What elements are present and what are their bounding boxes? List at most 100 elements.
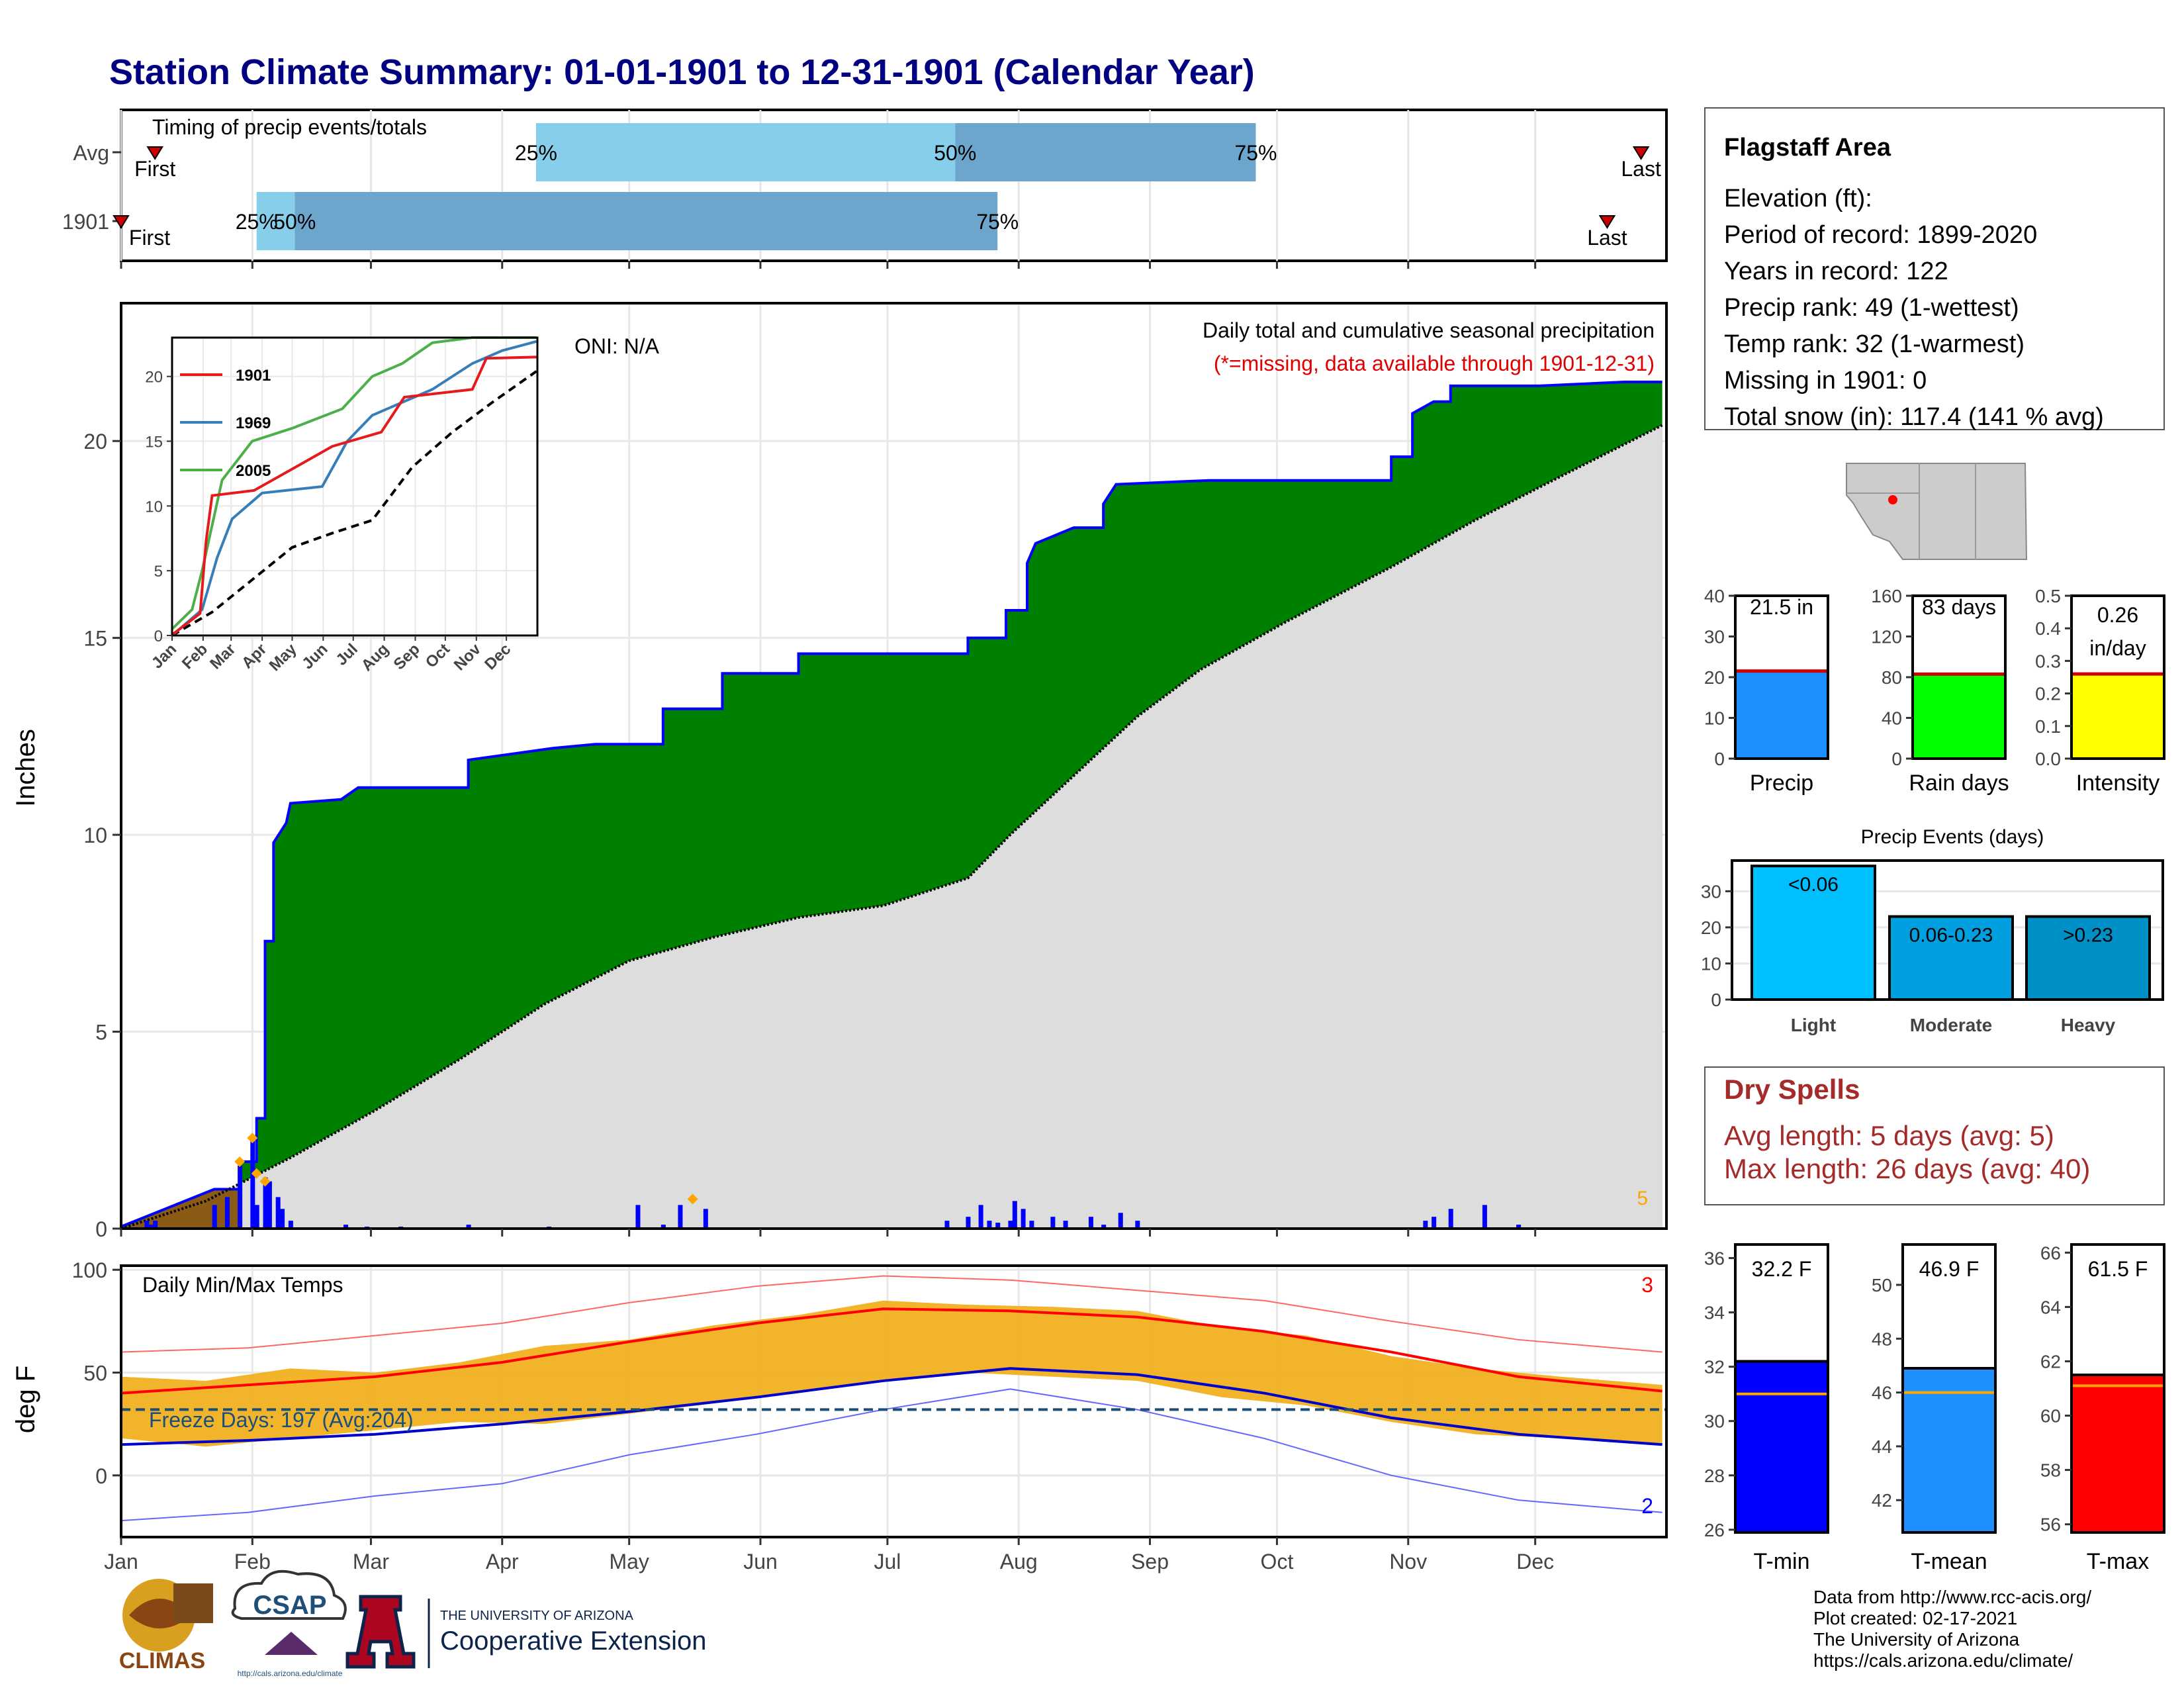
temp-bar-tick-label: 32 [1704, 1357, 1725, 1378]
precip-daily-bar [660, 1225, 666, 1229]
timing-row-label: 1901 [62, 210, 109, 234]
temp-bar-border [1734, 1243, 1829, 1534]
timing-first-marker [146, 146, 163, 160]
temp-series-line [120, 1275, 1662, 1353]
precip-daily-bar [987, 1221, 992, 1229]
precip-daily-bar [966, 1217, 971, 1229]
precip-daily-bar [1021, 1209, 1026, 1229]
mini-bar-tick-label: 0.3 [2035, 651, 2061, 671]
temp-bar-value [1904, 1368, 1994, 1532]
precip-daily-bar [1482, 1205, 1487, 1229]
temp-bar-value-label: 32.2 F [1752, 1257, 1812, 1281]
mini-bar-tick-label: 0 [1891, 749, 1902, 769]
temp-bar-tick-label: 56 [2040, 1515, 2061, 1535]
precip-y-label: Inches [11, 729, 40, 807]
events-bar-range: 0.06-0.23 [1909, 925, 1993, 947]
precip-events-panel: Precip Events (days) <0.06 Light 0.06-0.23… [1701, 826, 2164, 1035]
temp-bar-label: T-min [1754, 1549, 1810, 1574]
precip-daily-bar [1118, 1213, 1123, 1229]
temp-bar-tick-label: 60 [2040, 1406, 2061, 1427]
events-bar-range: <0.06 [1788, 874, 1839, 896]
timing-first-label: First [134, 157, 175, 181]
map-state-borders [1846, 463, 1976, 559]
mini-bar-label: Precip [1750, 771, 1813, 796]
temp-series-line [120, 1367, 1662, 1446]
temp-bar-tick-label: 46 [1872, 1383, 1892, 1403]
precip-daily-bar [263, 1177, 268, 1229]
csap-url: http://cals.arizona.edu/climate [238, 1669, 343, 1678]
credit-line-1: Data from http://www.rcc-acis.org/ [1813, 1587, 2091, 1607]
dry-spells-max: Max length: 26 days (avg: 40) [1724, 1153, 2090, 1184]
temp-bar-tick-label: 64 [2040, 1297, 2061, 1317]
mini-bar-border [2070, 594, 2165, 760]
precip-daily-bar [212, 1205, 217, 1229]
events-category-label: Light [1791, 1015, 1836, 1035]
station-info-line: Period of record: 1899-2020 [1724, 221, 2037, 249]
dry-spells-title: Dry Spells [1724, 1074, 1860, 1105]
dry-spells-frame [1704, 1066, 2165, 1205]
timing-p50-label: 50% [934, 141, 976, 165]
csap-text: CSAP [253, 1591, 326, 1620]
temp-bar-label: T-max [2087, 1549, 2149, 1574]
mini-bar-tick-label: 0.1 [2035, 716, 2061, 737]
timing-first-marker [113, 215, 130, 229]
precip-daily-bar [1063, 1221, 1068, 1229]
precip-daily-bar [1135, 1221, 1140, 1229]
credit-line-2: Plot created: 02-17-2021 [1813, 1608, 2017, 1628]
events-tick-label: 30 [1701, 881, 1721, 902]
timing-bar-50-75 [955, 123, 1256, 181]
ua-big-text: Cooperative Extension [440, 1626, 706, 1656]
temp-bar-tick-label: 66 [2040, 1243, 2061, 1263]
mini-bar-tick-label: 10 [1704, 708, 1725, 729]
precip-y-tick-label: 10 [83, 823, 107, 847]
precip-daily-bar [1101, 1225, 1107, 1229]
station-info-line: Years in record: 122 [1724, 258, 1948, 285]
timing-row-label: Avg [73, 141, 109, 165]
temp-bar-tick-label: 30 [1704, 1411, 1725, 1432]
precip-daily-bar [148, 1225, 154, 1229]
timing-p75-label: 75% [1234, 141, 1277, 165]
page-title: Station Climate Summary: 01-01-1901 to 1… [109, 52, 1255, 92]
mini-bar-value-label: 21.5 in [1750, 595, 1813, 619]
precip-average-area [121, 425, 1662, 1229]
station-location-dot [1888, 495, 1897, 504]
timing-last-marker [1632, 146, 1650, 160]
inset-y-tick-label: 0 [154, 628, 163, 645]
mini-bar-tick-label: 120 [1871, 627, 1902, 647]
mini-bar-value-unit: in/day [2089, 636, 2146, 660]
climas-logo[interactable]: CLIMAS [119, 1579, 213, 1673]
events-title: Precip Events (days) [1861, 826, 2044, 848]
mini-bar-value [1737, 671, 1827, 759]
timing-p25-label: 25% [515, 141, 557, 165]
station-info-line: Missing in 1901: 0 [1724, 367, 1927, 395]
precip-title: Daily total and cumulative seasonal prec… [1203, 318, 1655, 342]
mini-bar-label: Intensity [2076, 771, 2160, 796]
temp-bar-tick-label: 28 [1704, 1466, 1725, 1486]
temp-x-tick-label: Oct [1261, 1550, 1294, 1573]
events-tick-label: 0 [1711, 990, 1721, 1010]
events-bar [1888, 915, 2014, 1001]
ua-block-a [345, 1595, 416, 1669]
timing-title: Timing of precip events/totals [152, 115, 427, 139]
inset-y-tick-label: 20 [145, 369, 163, 387]
ua-logo[interactable]: THE UNIVERSITY OF ARIZONA Cooperative Ex… [345, 1595, 706, 1669]
station-info-line: Temp rank: 32 (1-warmest) [1724, 330, 2025, 358]
csap-mountain [265, 1632, 318, 1655]
events-bar-range: >0.23 [2063, 925, 2113, 947]
precip-daily-bar [1008, 1221, 1013, 1229]
temp-bar-tick-label: 42 [1872, 1490, 1892, 1511]
temp-x-tick-label: May [609, 1550, 649, 1573]
mini-bar-value [2073, 674, 2163, 759]
precip-daily-bar [343, 1225, 349, 1229]
inset-average-line [171, 370, 537, 637]
csap-logo[interactable]: CSAP http://cals.arizona.edu/climate [231, 1570, 347, 1678]
precip-daily-bar [995, 1223, 1001, 1229]
locator-map [1841, 460, 2030, 563]
inset-series-line [171, 355, 537, 636]
mini-bar-tick-label: 80 [1882, 667, 1902, 688]
temp-bar-border [1901, 1243, 1997, 1534]
credit-line-3: The University of Arizona [1813, 1629, 2020, 1650]
station-info-box: Flagstaff Area Elevation (ft): Period of … [1704, 107, 2165, 431]
